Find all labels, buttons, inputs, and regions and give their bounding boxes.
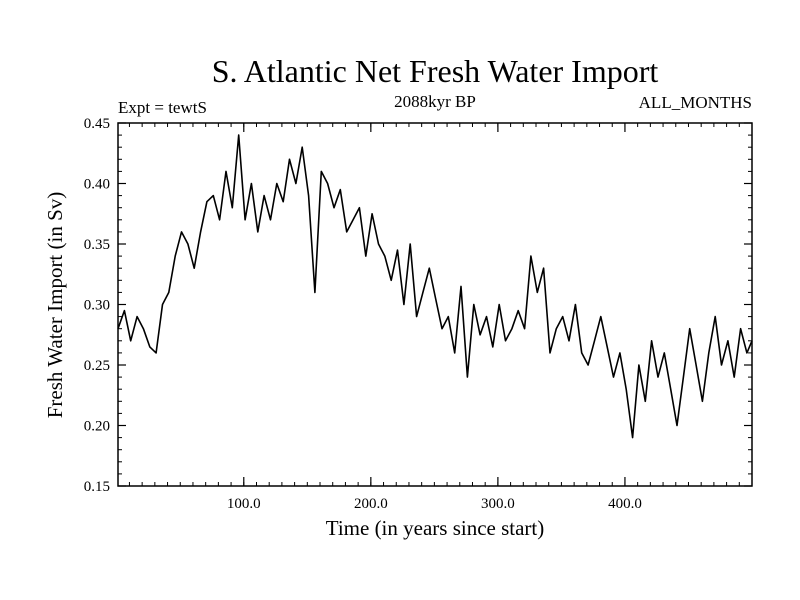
x-tick-label: 300.0 (481, 496, 515, 512)
y-axis: 0.15 0.20 0.25 0.30 0.35 0.40 0.45 (84, 116, 752, 495)
y-tick-label: 0.15 (84, 479, 110, 495)
months-label: ALL_MONTHS (639, 93, 752, 112)
x-axis-label: Time (in years since start) (326, 516, 545, 540)
y-axis-label: Fresh Water Import (in Sv) (43, 192, 67, 419)
y-tick-label: 0.45 (84, 116, 110, 132)
x-tick-label: 200.0 (354, 496, 388, 512)
x-tick-label: 400.0 (608, 496, 642, 512)
plot-frame (117, 122, 753, 487)
y-tick-label: 0.40 (84, 177, 110, 193)
experiment-label: Expt = tewtS (118, 98, 207, 117)
y-tick-label: 0.30 (84, 298, 110, 314)
x-tick-label: 100.0 (227, 496, 261, 512)
y-tick-label: 0.35 (84, 237, 110, 253)
period-label: 2088kyr BP (394, 92, 476, 111)
y-tick-label: 0.20 (84, 419, 110, 435)
y-tick-label: 0.25 (84, 358, 110, 374)
chart-title: S. Atlantic Net Fresh Water Import (212, 53, 659, 89)
x-axis: 100.0 200.0 300.0 400.0 (128, 123, 740, 512)
series-line-fresh-water-import (117, 134, 753, 439)
